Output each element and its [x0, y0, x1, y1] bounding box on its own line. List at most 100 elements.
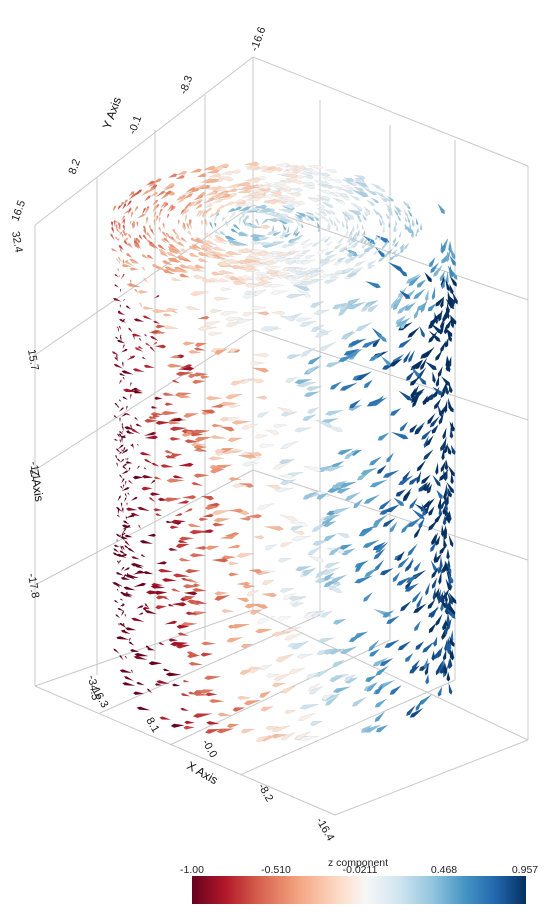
vector-glyph: [208, 173, 222, 178]
vector-glyph: [389, 521, 398, 533]
vector-glyph: [439, 663, 446, 675]
vector-glyph: [209, 465, 227, 470]
vector-glyph: [271, 631, 290, 637]
vector-glyph: [388, 262, 404, 272]
vector-glyph: [228, 276, 242, 281]
vector-glyph: [380, 355, 392, 367]
vector-glyph: [382, 610, 395, 618]
vector-glyph: [339, 302, 351, 311]
vector-glyph: [150, 405, 158, 409]
vector-glyph: [123, 298, 125, 302]
vector-glyph: [128, 637, 131, 642]
vector-glyph: [445, 279, 451, 292]
vector-glyph: [444, 460, 449, 471]
vector-glyph: [160, 410, 179, 416]
vector-glyph: [324, 410, 344, 416]
vector-glyph: [177, 539, 188, 544]
vector-glyph: [180, 692, 190, 697]
vector-glyph: [374, 698, 387, 708]
vector-glyph: [124, 540, 131, 547]
vector-glyph: [361, 224, 364, 230]
vector-glyph: [280, 732, 296, 741]
x-tick-label: -0.0: [199, 738, 219, 760]
vector-glyph: [117, 495, 122, 502]
vector-glyph: [204, 505, 220, 511]
vector-glyph: [184, 208, 189, 215]
vector-glyph: [117, 268, 120, 272]
vector-glyph: [382, 469, 400, 479]
vector-glyph: [375, 684, 383, 695]
vector-glyph: [132, 390, 144, 394]
vector-glyph: [198, 517, 209, 522]
vector-glyph: [129, 387, 138, 391]
vector-glyph: [285, 377, 298, 384]
vector-glyph: [201, 210, 207, 217]
vector-glyph: [339, 195, 350, 201]
vector-glyph: [240, 274, 256, 280]
vector-glyph: [211, 423, 223, 428]
vector-glyph: [316, 194, 331, 201]
vector-glyph: [143, 570, 154, 575]
vector-glyph: [256, 311, 270, 316]
vector-glyph: [204, 728, 221, 735]
vector-glyph: [432, 386, 443, 396]
vector-glyph: [323, 208, 332, 215]
vector-glyph: [205, 190, 217, 196]
vector-glyph: [141, 486, 153, 491]
vector-glyph: [236, 597, 250, 603]
vector-glyph: [447, 598, 452, 610]
vector-glyph: [184, 720, 195, 725]
vector-glyph: [362, 539, 380, 549]
vector-glyph: [175, 644, 191, 649]
vector-glyph: [413, 525, 422, 539]
vector-glyph: [176, 196, 183, 201]
vector-glyph: [145, 216, 149, 224]
vector-glyph: [430, 560, 438, 573]
vector-glyph: [221, 170, 234, 175]
vector-glyph: [119, 669, 132, 673]
vector-glyph: [211, 558, 229, 563]
vector-glyph: [334, 269, 347, 275]
vector-glyph: [111, 351, 119, 356]
vector-glyph: [389, 358, 403, 367]
vector-glyph: [209, 308, 223, 314]
vector-glyph: [151, 308, 169, 314]
vector-glyph: [208, 456, 224, 461]
vector-glyph: [205, 203, 213, 208]
vector-glyph: [321, 177, 333, 182]
vector-glyph: [141, 474, 153, 479]
vector-glyph: [261, 194, 274, 199]
vector-glyph: [126, 355, 136, 361]
vector-glyph: [403, 209, 408, 217]
vector-glyph: [242, 184, 254, 190]
vector-glyph: [437, 590, 444, 605]
vector-glyph: [399, 421, 409, 432]
vector-glyph: [139, 539, 153, 544]
vector-glyph: [130, 381, 132, 387]
vector-glyph: [142, 306, 153, 310]
vector-glyph: [153, 341, 158, 345]
vector-glyph: [121, 681, 136, 686]
vector-glyph: [170, 723, 185, 729]
vector-glyph: [266, 269, 280, 275]
vector-glyph: [335, 224, 339, 232]
vector-glyph: [394, 240, 399, 248]
vector-glyph: [139, 337, 142, 342]
vector-glyph: [425, 435, 434, 447]
vector-glyph: [332, 659, 345, 668]
vector-glyph: [121, 524, 132, 528]
vector-glyph: [431, 286, 436, 301]
vector-glyph: [156, 214, 159, 222]
vector-glyph: [169, 641, 189, 647]
vector-glyph: [119, 231, 122, 236]
vector-glyph: [362, 231, 366, 237]
vector-glyph: [185, 305, 201, 310]
vector-glyph: [415, 699, 423, 712]
vector-glyph: [363, 592, 373, 602]
vector-glyph: [365, 209, 371, 216]
z-tick-label: -34.5: [85, 674, 101, 701]
vector-glyph: [295, 220, 301, 227]
vector-glyph: [141, 190, 150, 196]
vector-glyph: [360, 301, 374, 312]
